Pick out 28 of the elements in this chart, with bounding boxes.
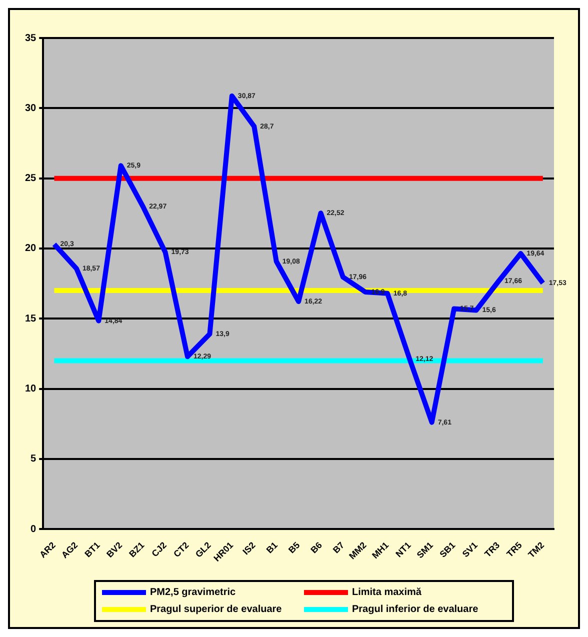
x-tick-label: NT1 [394,540,413,560]
x-tick-label: B7 [330,540,346,556]
legend-label: Pragul superior de evaluare [150,604,282,615]
y-tick-label: 30 [25,102,37,114]
y-tick-label: 35 [25,32,37,44]
y-tick-label: 15 [25,313,37,324]
x-tick-label: TM2 [526,540,546,560]
x-tick-label: B5 [286,540,302,556]
x-tick-label: BZ1 [127,540,146,560]
y-tick-label: 0 [30,524,37,535]
y-tick-label: 10 [25,384,37,395]
x-tick-label: SB1 [438,540,458,560]
x-tick-label: CT2 [172,540,191,560]
y-tick-label: 20 [25,243,37,254]
x-tick-label: GL2 [193,540,213,560]
legend-label: Limita maximă [352,587,422,598]
x-tick-label: IS2 [240,540,258,557]
x-tick-label: BT1 [82,540,102,560]
x-tick-label: B1 [264,540,280,556]
x-tick-label: SV1 [460,540,480,560]
legend-label: PM2,5 gravimetric [150,587,236,598]
y-tick-label: 25 [25,173,37,184]
x-tick-label: CJ2 [150,540,168,559]
x-tick-label: TR3 [482,540,502,560]
x-tick-label: B6 [308,540,324,556]
legend-label: Pragul inferior de evaluare [352,604,478,615]
y-tick-label: 5 [30,454,37,465]
x-tick-label: TR5 [504,540,524,560]
